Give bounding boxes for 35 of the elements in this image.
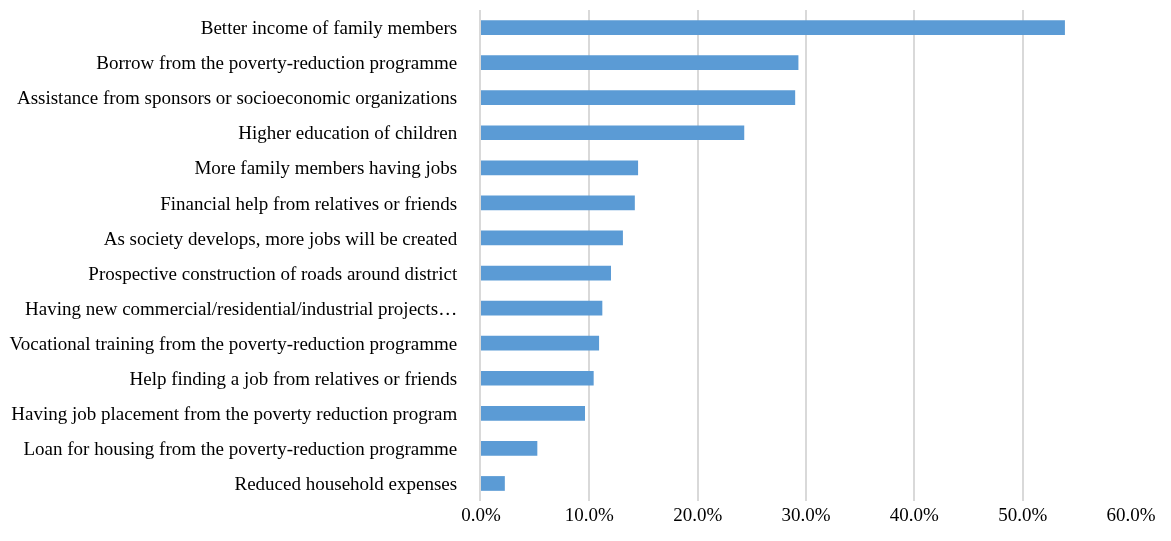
bar: [481, 405, 585, 421]
y-tick-label: Assistance from sponsors or socioeconomic organizations: [16, 87, 458, 109]
bar: [481, 370, 594, 386]
bar: [481, 300, 603, 316]
x-tick-label: 40.0%: [889, 504, 940, 525]
y-tick-label: Reduced household expenses: [234, 473, 458, 495]
bar: [481, 125, 745, 141]
bar: [481, 20, 1065, 35]
bar: [481, 265, 611, 281]
bar: [481, 230, 623, 246]
y-tick-label: As society develops, more jobs will be created: [103, 227, 458, 249]
x-tick-label: 0.0%: [461, 504, 501, 525]
y-tick-label: Prospective construction of roads around district: [88, 262, 458, 284]
bar: [481, 55, 799, 70]
x-tick-label: 20.0%: [673, 504, 723, 525]
y-tick-label: Having new commercial/residential/industrial projects…: [25, 297, 458, 319]
y-tick-label: Borrow from the poverty-reduction programme: [96, 52, 458, 74]
bar: [481, 160, 639, 176]
y-tick-label: Help finding a job from relatives or friends: [129, 367, 458, 389]
y-tick-label: Having job placement from the poverty reduction program: [11, 402, 458, 424]
bar: [481, 335, 600, 351]
bar: [481, 476, 505, 491]
y-tick-label: More family members having jobs: [194, 157, 458, 179]
x-tick-label: 30.0%: [781, 504, 831, 525]
y-tick-label: Vocational training from the poverty-reduction programme: [9, 332, 458, 354]
bar: [481, 441, 538, 456]
y-tick-label: Higher education of children: [238, 122, 458, 144]
bar: [481, 195, 635, 211]
y-tick-label: Better income of family members: [200, 17, 458, 39]
y-tick-label: Financial help from relatives or friends: [160, 192, 458, 214]
x-tick-label: 60.0%: [1106, 504, 1156, 525]
x-tick-label: 50.0%: [998, 504, 1048, 525]
bar: [481, 90, 796, 106]
x-tick-label: 10.0%: [564, 504, 615, 525]
y-tick-label: Loan for housing from the poverty-reduction programme: [23, 438, 458, 460]
